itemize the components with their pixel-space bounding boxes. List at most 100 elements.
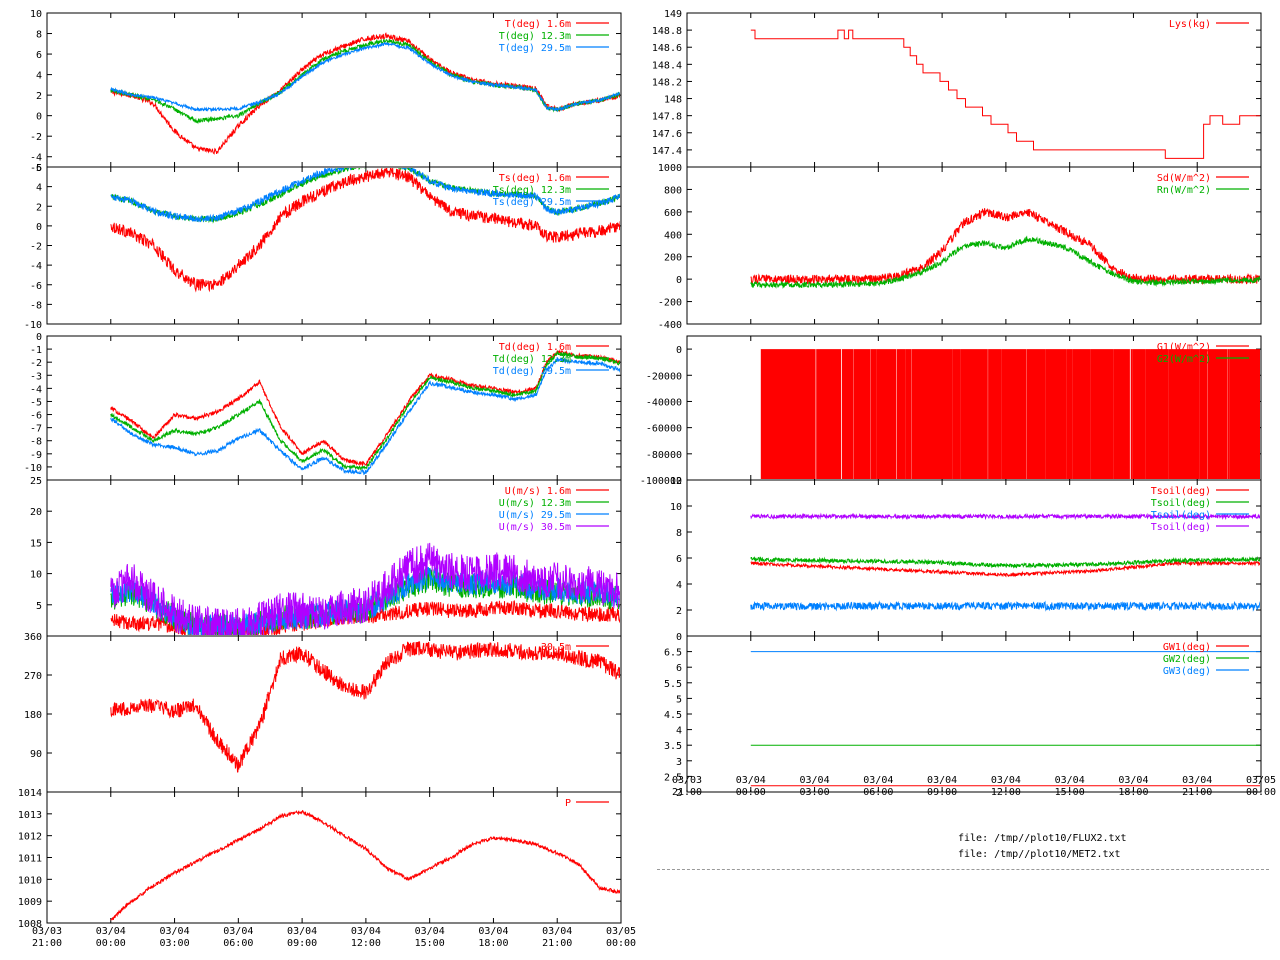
- x-tick-label: 03/04: [542, 926, 572, 937]
- x-tick-label: 03/04: [96, 926, 126, 937]
- footer-divider: [657, 869, 1269, 870]
- x-tick-label: 03/04: [351, 926, 381, 937]
- series-line: [750, 600, 1260, 612]
- y-tick-label: 3.5: [664, 741, 682, 752]
- chart-panel-Rad: -400 -200 0 200 400 600 800 1000 Sd(W/m^2)Rn(W/m…: [658, 163, 1262, 331]
- plot-area: [750, 651, 1260, 787]
- y-tick-label: 0: [36, 112, 42, 123]
- y-tick-label: 0: [676, 632, 682, 643]
- legend-label: G2(W/m^2): [1157, 354, 1211, 365]
- y-tick-label: 1008: [18, 919, 42, 930]
- file-label-flux: file: /tmp//plot10/FLUX2.txt: [958, 833, 1127, 844]
- x-tick-label: 03/04: [1182, 775, 1212, 786]
- y-tick-label: 147.8: [652, 112, 682, 123]
- y-tick-label: 10: [30, 570, 42, 581]
- y-tick-label: -5: [30, 397, 42, 408]
- x-tick-label: 00:00: [96, 938, 126, 949]
- legend-label: G1(W/m^2): [1157, 342, 1211, 353]
- legend-label: 30.5m: [541, 642, 571, 653]
- legend-label: U(m/s) 1.6m: [505, 486, 571, 497]
- y-tick-label: 6: [36, 163, 42, 174]
- y-tick-label: -4: [30, 153, 42, 164]
- legend-label: GW3(deg): [1163, 666, 1211, 677]
- y-tick-label: 147.6: [652, 129, 682, 140]
- y-tick-label: 148.4: [652, 60, 682, 71]
- y-tick-label: 6.5: [664, 648, 682, 659]
- y-tick-label: -6: [30, 281, 42, 292]
- y-tick-label: 147.4: [652, 146, 682, 157]
- legend-label: T(deg) 1.6m: [505, 19, 571, 30]
- y-tick-label: 2: [676, 788, 682, 799]
- series-line: [750, 207, 1260, 286]
- plot-area: [110, 641, 620, 773]
- y-tick-label: 6: [676, 554, 682, 565]
- y-tick-label: 4.5: [664, 710, 682, 721]
- plot-frame: [686, 12, 1262, 168]
- series-line: [750, 555, 1260, 569]
- x-tick-label: 18:00: [478, 938, 508, 949]
- y-tick-label: 90: [30, 749, 42, 760]
- y-tick-label: 2: [36, 202, 42, 213]
- y-tick-label: 148: [664, 95, 682, 106]
- x-tick-label: 18:00: [1118, 787, 1148, 798]
- y-tick-label: 15: [30, 538, 42, 549]
- x-tick-label: 03/05: [606, 926, 636, 937]
- plot-frame: [46, 635, 622, 793]
- y-tick-label: -400: [658, 320, 682, 331]
- x-tick-label: 15:00: [1055, 787, 1085, 798]
- x-tick-label: 21:00: [1182, 787, 1212, 798]
- y-tick-label: 148.2: [652, 77, 682, 88]
- y-tick-label: 1009: [18, 897, 42, 908]
- y-tick-label: 2.5: [664, 772, 682, 783]
- series-line: [110, 356, 620, 476]
- y-tick-label: 1014: [18, 788, 42, 799]
- y-tick-label: 0: [36, 332, 42, 343]
- x-tick-label: 09:00: [287, 938, 317, 949]
- x-tick-label: 06:00: [223, 938, 253, 949]
- y-tick-label: 6: [676, 663, 682, 674]
- plot-area: [760, 349, 1260, 479]
- y-tick-label: -4: [30, 384, 42, 395]
- y-tick-label: 400: [664, 230, 682, 241]
- y-tick-label: 1000: [658, 163, 682, 174]
- x-tick-label: 03/03: [32, 926, 62, 937]
- plot-area: [110, 542, 620, 635]
- series-line: [750, 560, 1260, 578]
- legend-label: GW1(deg): [1163, 642, 1211, 653]
- legend-label: U(m/s) 12.3m: [499, 498, 571, 509]
- y-tick-label: 25: [30, 476, 42, 487]
- y-tick-label: 5: [36, 601, 42, 612]
- series-line: [760, 349, 1260, 479]
- x-tick-label: 21:00: [542, 938, 572, 949]
- y-tick-label: 0: [36, 222, 42, 233]
- plot-frame: [46, 791, 622, 924]
- y-tick-label: -3: [30, 371, 42, 382]
- y-tick-label: -2: [30, 242, 42, 253]
- series-line: [110, 168, 620, 293]
- x-tick-label: 06:00: [863, 787, 893, 798]
- legend-label: U(m/s) 30.5m: [499, 522, 571, 533]
- y-tick-label: 148.6: [652, 43, 682, 54]
- legend-label: Td(deg) 12.3m: [493, 354, 571, 365]
- legend-label: Ts(deg) 1.6m: [499, 173, 571, 184]
- y-tick-label: -80000: [646, 450, 682, 461]
- y-tick-label: 4: [36, 71, 42, 82]
- chart-panel-GW: 2 2.5 3 3.5 4 4.5 5 5.5 6 6.5 GW1(deg)GW2(deg)GW3(…: [664, 635, 1262, 799]
- y-tick-label: 10: [670, 502, 682, 513]
- chart-panel-G: -100000 -80000 -60000 -40000 -20000 0 G1(W/m^2…: [640, 335, 1262, 487]
- x-tick-label: 09:00: [927, 787, 957, 798]
- y-tick-label: -5: [30, 163, 42, 174]
- y-tick-label: 10: [30, 9, 42, 20]
- series-line: [750, 512, 1260, 521]
- y-tick-label: 148.8: [652, 26, 682, 37]
- series-line: [110, 168, 620, 223]
- x-tick-label: 03/04: [1118, 775, 1148, 786]
- y-tick-label: 20: [30, 507, 42, 518]
- y-tick-label: -9: [30, 450, 42, 461]
- y-tick-label: -200: [658, 298, 682, 309]
- y-tick-label: 1011: [18, 854, 42, 865]
- legend-label: Lys(kg): [1169, 19, 1211, 30]
- plot-frame: [686, 166, 1262, 325]
- y-tick-label: -20000: [646, 371, 682, 382]
- y-tick-label: 200: [664, 253, 682, 264]
